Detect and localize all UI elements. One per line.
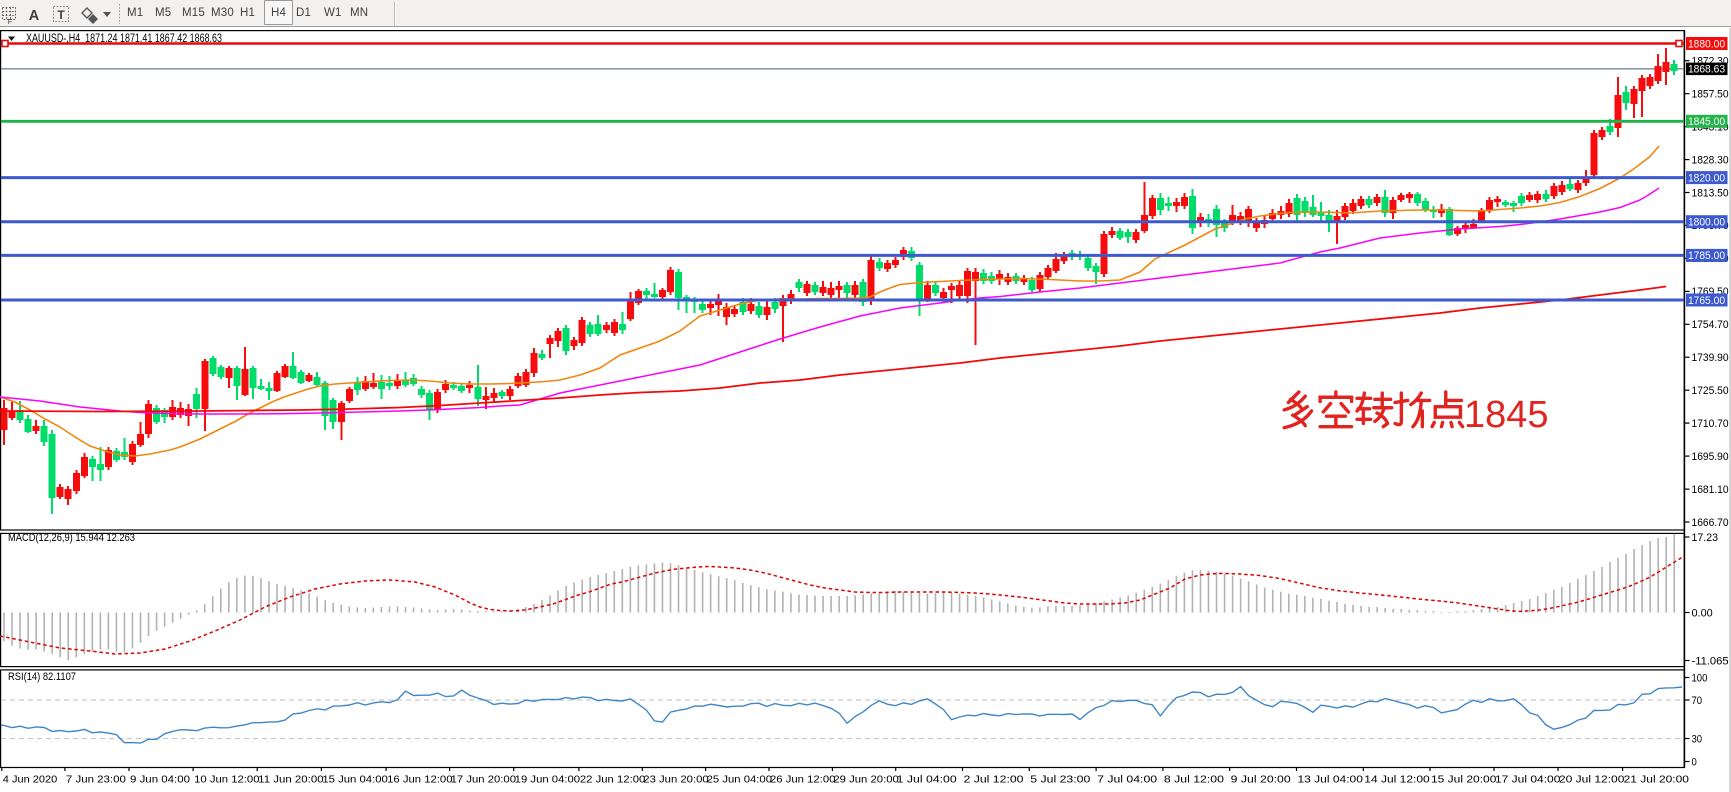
svg-text:RSI(14) 82.1107: RSI(14) 82.1107	[8, 671, 76, 683]
svg-text:1868.63: 1868.63	[1688, 64, 1725, 76]
svg-text:8 Jul 12:00: 8 Jul 12:00	[1164, 774, 1224, 786]
svg-text:1880.00: 1880.00	[1688, 38, 1725, 50]
svg-text:0: 0	[1692, 756, 1697, 768]
svg-text:T: T	[57, 8, 65, 22]
svg-text:15 Jul 20:00: 15 Jul 20:00	[1431, 774, 1497, 786]
svg-text:1695.90: 1695.90	[1692, 451, 1729, 463]
svg-text:14 Jul 12:00: 14 Jul 12:00	[1364, 774, 1430, 786]
svg-text:17 Jul 04:00: 17 Jul 04:00	[1495, 774, 1561, 786]
svg-text:17.23: 17.23	[1692, 532, 1719, 544]
svg-text:XAUUSD-,H4 1871.24 1871.41 18: XAUUSD-,H4 1871.24 1871.41 1867.42 1868.…	[26, 33, 222, 45]
svg-text:0.00: 0.00	[1692, 607, 1713, 619]
svg-text:22 Jun 12:00: 22 Jun 12:00	[580, 774, 646, 786]
svg-text:1845: 1845	[1464, 394, 1549, 436]
svg-text:5 Jul 23:00: 5 Jul 23:00	[1030, 774, 1090, 786]
svg-text:1754.70: 1754.70	[1692, 319, 1729, 331]
svg-text:1820.00: 1820.00	[1688, 172, 1725, 184]
svg-text:1765.00: 1765.00	[1688, 295, 1725, 307]
svg-text:1857.50: 1857.50	[1692, 89, 1729, 101]
svg-text:15 Jun 04:00: 15 Jun 04:00	[322, 774, 388, 786]
svg-text:1813.50: 1813.50	[1692, 187, 1729, 199]
svg-text:9 Jul 20:00: 9 Jul 20:00	[1231, 774, 1291, 786]
svg-text:17 Jun 20:00: 17 Jun 20:00	[451, 774, 517, 786]
svg-text:-11.065: -11.065	[1692, 655, 1729, 667]
svg-text:9 Jun 04:00: 9 Jun 04:00	[130, 774, 190, 786]
svg-text:1710.70: 1710.70	[1692, 418, 1729, 430]
svg-text:4 Jun 2020: 4 Jun 2020	[3, 774, 58, 786]
svg-text:1800.00: 1800.00	[1688, 217, 1725, 229]
svg-text:20 Jul 12:00: 20 Jul 12:00	[1559, 774, 1625, 786]
svg-text:29 Jun 20:00: 29 Jun 20:00	[833, 774, 899, 786]
svg-text:11 Jun 20:00: 11 Jun 20:00	[258, 774, 324, 786]
svg-text:21 Jul 20:00: 21 Jul 20:00	[1624, 774, 1690, 786]
svg-text:1739.90: 1739.90	[1692, 352, 1729, 364]
svg-text:1828.30: 1828.30	[1692, 154, 1729, 166]
svg-text:100: 100	[1692, 672, 1708, 684]
svg-text:70: 70	[1692, 695, 1703, 707]
svg-text:13 Jul 04:00: 13 Jul 04:00	[1298, 774, 1364, 786]
svg-text:30: 30	[1692, 733, 1703, 745]
svg-text:10 Jun 12:00: 10 Jun 12:00	[194, 774, 260, 786]
svg-text:25 Jun 04:00: 25 Jun 04:00	[707, 774, 773, 786]
svg-text:1666.70: 1666.70	[1692, 517, 1729, 529]
svg-text:1725.50: 1725.50	[1692, 385, 1729, 397]
svg-text:16 Jun 12:00: 16 Jun 12:00	[387, 774, 453, 786]
svg-text:7 Jun 23:00: 7 Jun 23:00	[66, 774, 126, 786]
svg-text:2 Jul 12:00: 2 Jul 12:00	[964, 774, 1024, 786]
svg-text:7 Jul 04:00: 7 Jul 04:00	[1097, 774, 1157, 786]
svg-text:23 Jun 20:00: 23 Jun 20:00	[643, 774, 709, 786]
svg-text:A: A	[29, 8, 40, 24]
svg-text:26 Jun 12:00: 26 Jun 12:00	[770, 774, 836, 786]
svg-text:19 Jun 04:00: 19 Jun 04:00	[515, 774, 581, 786]
svg-text:1681.10: 1681.10	[1692, 484, 1729, 496]
svg-text:1785.00: 1785.00	[1688, 250, 1725, 262]
svg-text:1 Jul 04:00: 1 Jul 04:00	[897, 774, 957, 786]
svg-text:1845.00: 1845.00	[1688, 116, 1725, 128]
svg-text:F: F	[8, 19, 12, 26]
svg-text:MACD(12,26,9) 15.944 12.263: MACD(12,26,9) 15.944 12.263	[8, 532, 135, 544]
